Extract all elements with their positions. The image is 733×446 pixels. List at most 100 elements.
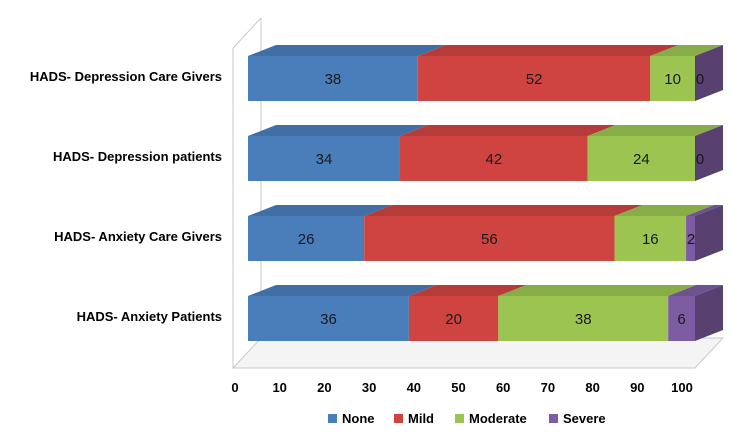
bar-top-face	[587, 125, 723, 136]
bar-segment-moderate: 16	[614, 205, 715, 261]
data-label: 2	[687, 231, 695, 248]
bar-top-face	[668, 285, 723, 296]
bar-top-face	[248, 45, 446, 56]
x-tick-label: 50	[451, 380, 465, 395]
data-label: 0	[696, 151, 704, 168]
legend-swatch	[549, 414, 558, 423]
bar-row: 34 42 24 0	[248, 125, 723, 181]
bar-top-face	[248, 285, 437, 296]
category-labels: HADS- Depression Care Givers HADS- Depres…	[30, 69, 222, 324]
bar-front-face	[399, 136, 588, 181]
bar-front-face	[364, 216, 615, 261]
bar-segment-mild: 42	[399, 125, 616, 181]
legend-label: None	[342, 411, 375, 426]
x-tick-label: 10	[272, 380, 286, 395]
bar-top-face	[686, 205, 723, 216]
legend-label: Mild	[408, 411, 434, 426]
bar-segment-mild: 20	[408, 285, 527, 341]
x-tick-label: 80	[585, 380, 599, 395]
bar-row: 36 20 38 6	[248, 285, 723, 341]
category-label: HADS- Anxiety Patients	[77, 309, 222, 324]
bar-row: 26 56 16 2	[248, 205, 723, 261]
bar-segment-severe: 6	[668, 285, 723, 341]
data-label: 42	[486, 151, 503, 168]
data-label: 0	[696, 71, 704, 88]
x-tick-label: 100	[671, 380, 693, 395]
category-label: HADS- Anxiety Care Givers	[54, 229, 222, 244]
x-tick-label: 90	[630, 380, 644, 395]
legend-swatch	[328, 414, 337, 423]
bar-row: 38 52 10 0	[248, 45, 723, 101]
bar-top-face	[408, 285, 527, 296]
bar-top-face	[248, 125, 428, 136]
bar-segment-severe: 0	[695, 45, 723, 101]
legend: None Mild Moderate Severe	[328, 411, 606, 426]
legend-label: Severe	[563, 411, 606, 426]
legend-swatch	[394, 414, 403, 423]
legend-swatch	[455, 414, 464, 423]
bar-segment-severe: 2	[686, 205, 723, 261]
x-tick-label: 60	[496, 380, 510, 395]
data-label: 20	[445, 311, 462, 328]
bar-side-face	[695, 125, 723, 181]
bar-segment-moderate: 10	[650, 45, 723, 101]
legend-item: Moderate	[455, 411, 527, 426]
bar-side-face	[695, 45, 723, 101]
bar-top-face	[498, 285, 697, 296]
x-tick-label: 30	[362, 380, 376, 395]
bar-top-face	[417, 45, 679, 56]
bar-segment-mild: 56	[364, 205, 643, 261]
chart-wall-top-edge	[232, 17, 262, 49]
bar-front-face	[248, 56, 418, 101]
data-label: 16	[642, 231, 659, 248]
bar-side-face	[695, 285, 723, 341]
x-axis: 0 10 20 30 40 50 60 70 80 90 100	[231, 380, 692, 395]
bar-front-face	[686, 216, 695, 261]
bar-side-face	[695, 205, 723, 261]
category-label: HADS- Depression patients	[53, 149, 222, 164]
data-label: 34	[316, 151, 333, 168]
bar-segment-moderate: 38	[498, 285, 697, 341]
bar-front-face	[668, 296, 695, 341]
bars-group: 38 52 10 0 34 42 24 0 26 56 16 2 36 20 38 6	[248, 45, 723, 341]
bar-segment-none: 26	[248, 205, 393, 261]
bar-segment-none: 36	[248, 285, 437, 341]
bar-segment-mild: 52	[417, 45, 679, 101]
chart-floor	[231, 337, 725, 369]
bar-top-face	[399, 125, 616, 136]
bar-segment-none: 34	[248, 125, 428, 181]
legend-item: None	[328, 411, 375, 426]
bar-segment-moderate: 24	[587, 125, 723, 181]
data-label: 36	[320, 311, 337, 328]
bar-front-face	[614, 216, 687, 261]
bar-front-face	[248, 216, 365, 261]
bar-top-face	[650, 45, 723, 56]
data-label: 6	[677, 311, 685, 328]
legend-item: Mild	[394, 411, 434, 426]
data-label: 56	[481, 231, 498, 248]
bar-front-face	[408, 296, 499, 341]
bar-front-face	[650, 56, 695, 101]
data-label: 26	[298, 231, 315, 248]
bar-segment-none: 38	[248, 45, 446, 101]
data-label: 38	[575, 311, 592, 328]
bar-front-face	[498, 296, 669, 341]
x-tick-label: 40	[407, 380, 421, 395]
data-label: 38	[325, 71, 342, 88]
legend-item: Severe	[549, 411, 606, 426]
x-tick-label: 70	[541, 380, 555, 395]
bar-segment-severe: 0	[695, 125, 723, 181]
category-label: HADS- Depression Care Givers	[30, 69, 222, 84]
bar-front-face	[248, 136, 400, 181]
data-label: 52	[526, 71, 543, 88]
legend-label: Moderate	[469, 411, 527, 426]
bar-front-face	[248, 296, 409, 341]
bar-front-face	[587, 136, 695, 181]
data-label: 10	[664, 71, 681, 88]
bar-top-face	[248, 205, 393, 216]
bar-top-face	[364, 205, 643, 216]
x-tick-label: 20	[317, 380, 331, 395]
bar-front-face	[417, 56, 651, 101]
bar-top-face	[614, 205, 715, 216]
